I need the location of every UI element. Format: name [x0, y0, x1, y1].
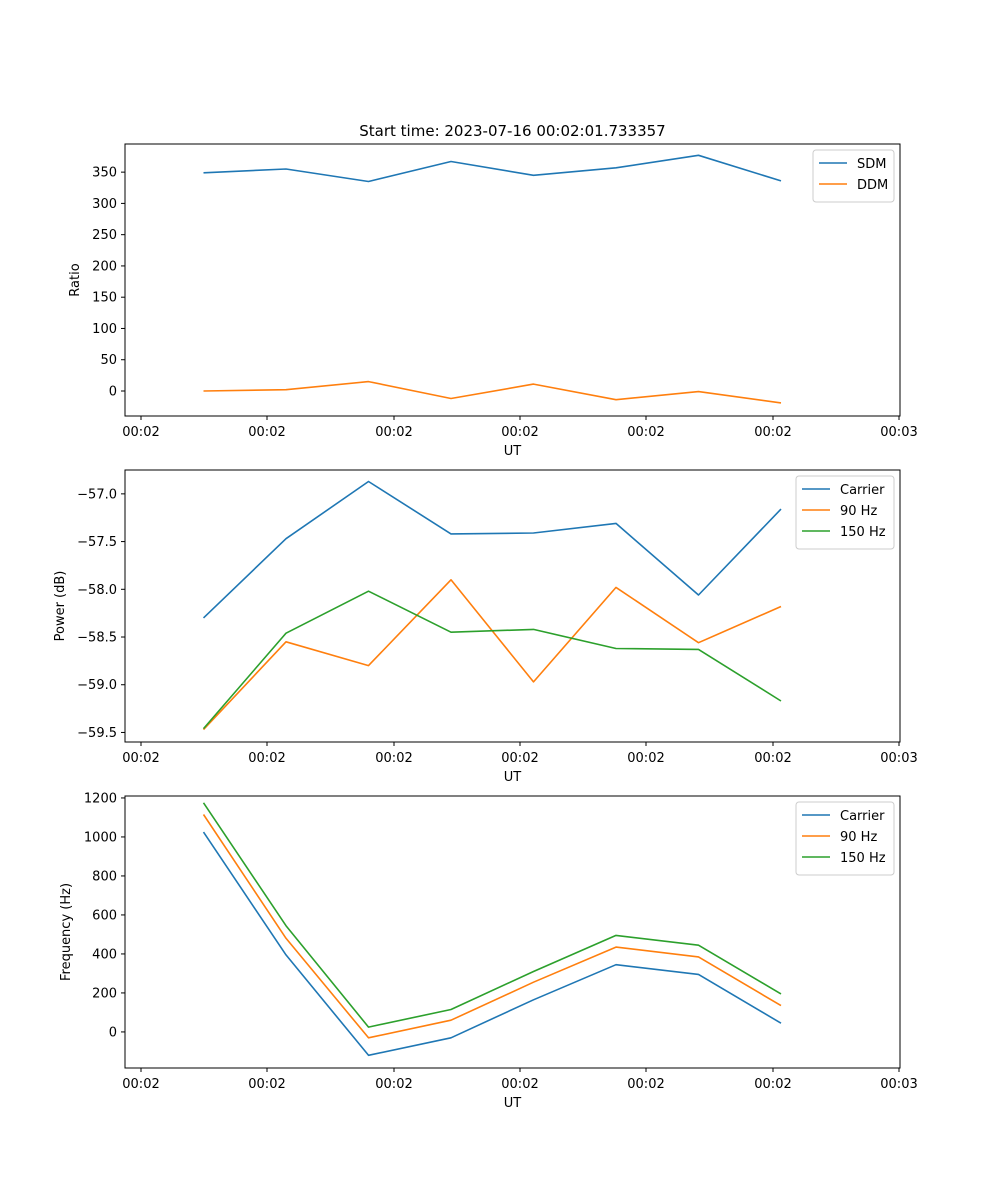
legend-label: 90 Hz: [840, 504, 877, 519]
legend-label: SDM: [857, 157, 886, 172]
axes-frame: [124, 143, 901, 417]
x-tick-label: 00:03: [880, 751, 917, 766]
y-tick-label: −59.0: [77, 678, 117, 693]
series-line-ddm: [203, 380, 782, 404]
legend-label: 150 Hz: [840, 525, 886, 540]
series-line-carrier: [202, 831, 782, 1057]
x-tick-label: 00:02: [501, 751, 538, 766]
x-tick-label: 00:02: [122, 751, 159, 766]
y-tick-label: 1000: [84, 830, 117, 845]
y-tick-label: −58.5: [77, 631, 117, 646]
x-tick-label: 00:02: [122, 425, 159, 440]
x-axis-label: UT: [504, 444, 522, 459]
y-tick-label: 0: [109, 1025, 117, 1040]
series-line-150-hz: [202, 802, 782, 1028]
x-tick-label: 00:02: [754, 751, 791, 766]
x-tick-label: 00:02: [754, 425, 791, 440]
y-tick-label: 0: [109, 384, 117, 399]
y-tick-label: 100: [92, 322, 117, 337]
x-tick-label: 00:02: [375, 425, 412, 440]
y-tick-label: 150: [92, 291, 117, 306]
series-line-90-hz: [202, 814, 782, 1039]
x-tick-label: 00:02: [375, 1077, 412, 1092]
y-axis-label: Ratio: [68, 263, 83, 296]
y-tick-label: 50: [100, 353, 117, 368]
axes-frame: [124, 469, 901, 743]
x-axis-label: UT: [504, 770, 522, 785]
x-tick-label: 00:02: [754, 1077, 791, 1092]
x-axis-label: UT: [504, 1096, 522, 1111]
x-tick-label: 00:02: [627, 751, 664, 766]
y-tick-label: 800: [92, 869, 117, 884]
axes-frame: [124, 795, 901, 1069]
series-line-90-hz: [202, 578, 782, 731]
y-tick-label: −57.0: [77, 487, 117, 502]
y-axis-label: Power (dB): [53, 571, 68, 642]
y-tick-label: −58.0: [77, 583, 117, 598]
x-tick-label: 00:02: [248, 751, 285, 766]
series-line-sdm: [203, 154, 782, 183]
legend-label: Carrier: [840, 809, 885, 824]
ratio-panel: 0 50 100 150 200 250 300 350 00:02 00:02 00:02 00:0…: [68, 143, 918, 459]
y-axis-label: Frequency (Hz): [59, 883, 74, 981]
x-tick-label: 00:02: [248, 425, 285, 440]
x-tick-label: 00:02: [627, 1077, 664, 1092]
x-tick-label: 00:02: [375, 751, 412, 766]
x-tick-label: 00:02: [248, 1077, 285, 1092]
y-tick-label: 200: [92, 259, 117, 274]
y-tick-label: 250: [92, 228, 117, 243]
x-tick-label: 00:02: [501, 1077, 538, 1092]
legend-label: 150 Hz: [840, 851, 886, 866]
x-tick-label: 00:02: [627, 425, 664, 440]
power-panel: −59.5 −59.0 −58.5 −58.0 −57.5 −57.0 00:02 00:02…: [53, 469, 918, 785]
legend-label: 90 Hz: [840, 830, 877, 845]
y-tick-label: 400: [92, 947, 117, 962]
x-tick-label: 00:03: [880, 425, 917, 440]
figure-title: Start time: 2023-07-16 00:02:01.733357: [359, 122, 665, 140]
x-tick-label: 00:02: [501, 425, 538, 440]
y-tick-label: −57.5: [77, 535, 117, 550]
series-line-150-hz: [202, 590, 782, 730]
y-tick-label: −59.5: [77, 726, 117, 741]
y-tick-label: 1200: [84, 791, 117, 806]
x-tick-label: 00:03: [880, 1077, 917, 1092]
x-tick-label: 00:02: [122, 1077, 159, 1092]
legend-label: DDM: [857, 178, 888, 193]
y-tick-label: 600: [92, 908, 117, 923]
y-tick-label: 350: [92, 166, 117, 181]
series-line-carrier: [202, 480, 782, 619]
frequency-panel: 0 200 400 600 800 1000 1200 00:02 00:02 00:02 00:0…: [59, 791, 918, 1111]
y-tick-label: 200: [92, 986, 117, 1001]
y-tick-label: 300: [92, 197, 117, 212]
legend-label: Carrier: [840, 483, 885, 498]
